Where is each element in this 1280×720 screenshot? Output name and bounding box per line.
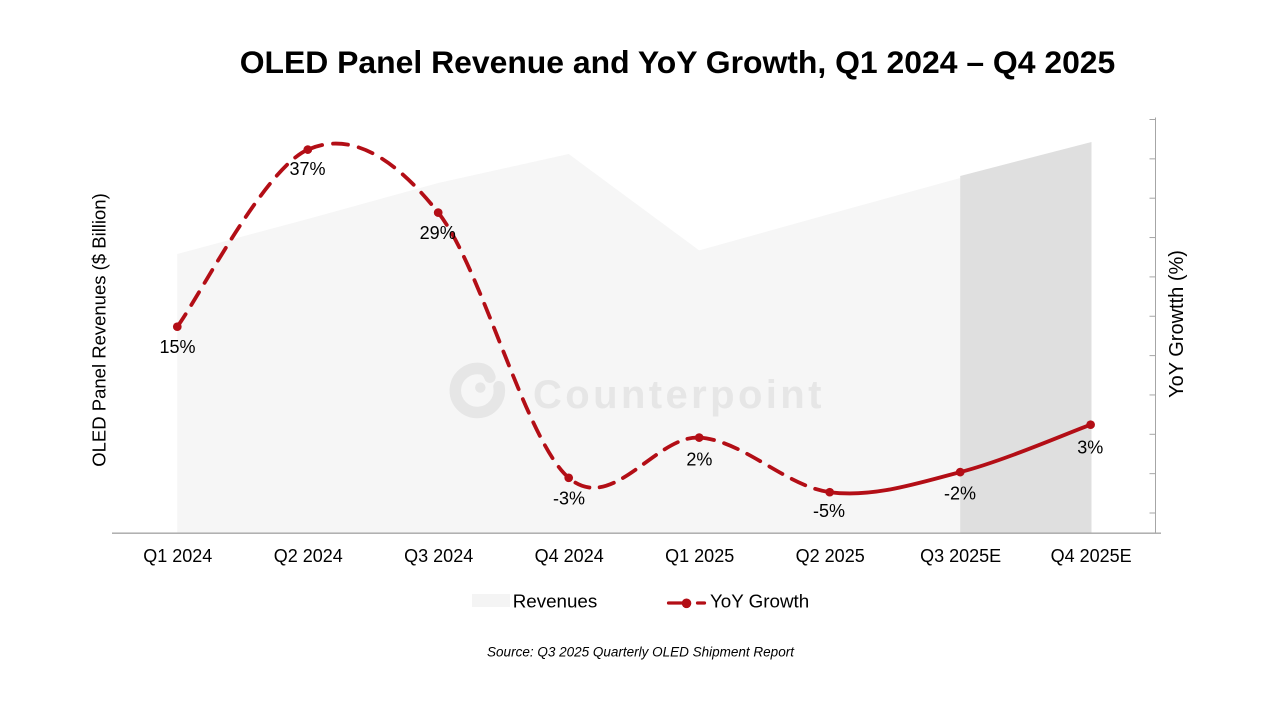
svg-text:29%: 29% xyxy=(420,223,456,243)
svg-text:OLED Panel Revenues ($ Billion: OLED Panel Revenues ($ Billion) xyxy=(89,193,110,467)
svg-text:-3%: -3% xyxy=(553,488,585,508)
svg-text:2%: 2% xyxy=(686,449,712,469)
svg-text:Q2 2025: Q2 2025 xyxy=(796,546,865,566)
svg-text:Q3 2025E: Q3 2025E xyxy=(920,546,1001,566)
svg-text:Q1 2024: Q1 2024 xyxy=(143,546,212,566)
svg-text:15%: 15% xyxy=(159,337,195,357)
svg-text:Q4 2024: Q4 2024 xyxy=(535,546,604,566)
svg-text:Q4 2025E: Q4 2025E xyxy=(1051,546,1132,566)
svg-text:3%: 3% xyxy=(1077,438,1103,458)
svg-text:Q3 2024: Q3 2024 xyxy=(404,546,473,566)
svg-text:Revenues: Revenues xyxy=(513,591,598,612)
svg-text:Counterpoint: Counterpoint xyxy=(533,373,825,417)
svg-text:Source: Q3 2025 Quarterly OLED: Source: Q3 2025 Quarterly OLED Shipment … xyxy=(487,645,795,660)
svg-text:-2%: -2% xyxy=(944,483,976,503)
svg-text:Q2 2024: Q2 2024 xyxy=(274,546,343,566)
svg-text:YoY Growtth (%): YoY Growtth (%) xyxy=(1166,250,1188,398)
svg-text:OLED Panel Revenue and YoY Gro: OLED Panel Revenue and YoY Growth, Q1 20… xyxy=(240,44,1116,80)
svg-text:Q1 2025: Q1 2025 xyxy=(665,546,734,566)
svg-text:37%: 37% xyxy=(289,159,325,179)
svg-text:-5%: -5% xyxy=(813,501,845,521)
svg-text:YoY Growth: YoY Growth xyxy=(710,591,809,612)
